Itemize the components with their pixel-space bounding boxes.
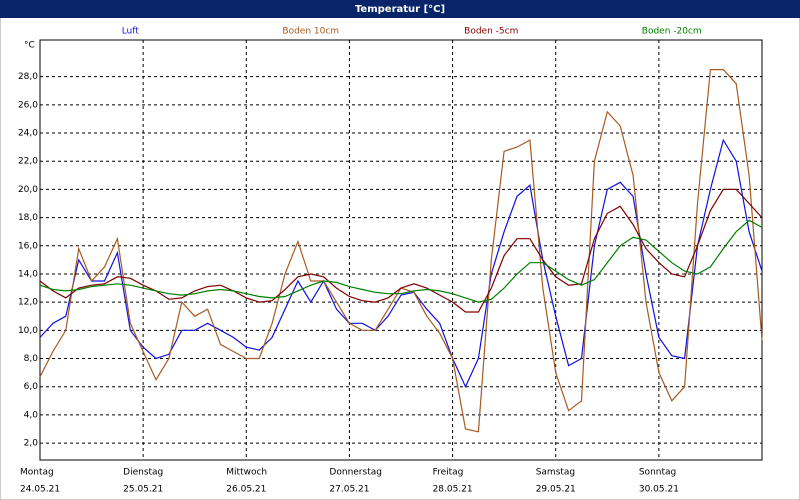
x-tick-label: Freitag	[433, 468, 464, 478]
legend-entry: Boden -20cm	[642, 27, 702, 37]
y-tick-label: 2,0	[24, 439, 39, 449]
x-tick-label: Sonntag	[639, 468, 676, 478]
x-tick-date: 25.05.21	[123, 485, 163, 495]
x-tick-date: 27.05.21	[329, 485, 369, 495]
y-tick-label: 26,0	[18, 100, 38, 110]
series-line	[39, 188, 763, 313]
y-tick-label: 28,0	[18, 72, 38, 82]
y-tick-label: 22,0	[18, 157, 38, 167]
y-tick-label: 12,0	[18, 298, 38, 308]
x-tick-date: 30.05.21	[639, 485, 679, 495]
legend-entry: Boden -5cm	[464, 27, 518, 37]
series-line	[39, 219, 763, 303]
y-unit: °C	[24, 41, 35, 51]
y-tick-label: 18,0	[18, 213, 38, 223]
y-tick-label: 14,0	[18, 269, 38, 279]
x-tick-label: Mittwoch	[226, 468, 267, 478]
y-tick-label: 6,0	[24, 382, 39, 392]
x-tick-date: 24.05.21	[20, 485, 60, 495]
x-tick-date: 26.05.21	[226, 485, 266, 495]
y-tick-label: 24,0	[18, 129, 38, 139]
x-tick-date: 29.05.21	[536, 485, 576, 495]
y-tick-label: 4,0	[24, 410, 39, 420]
x-tick-label: Donnerstag	[329, 468, 382, 478]
legend-entry: Boden 10cm	[282, 27, 339, 37]
y-tick-label: 16,0	[18, 241, 38, 251]
y-tick-label: 8,0	[24, 354, 39, 364]
chart-title: Temperatur [°C]	[355, 4, 445, 15]
series-line	[39, 138, 763, 389]
title-bar	[0, 0, 800, 18]
legend-entry: Luft	[122, 27, 140, 37]
x-tick-label: Montag	[20, 468, 54, 478]
x-tick-label: Samstag	[536, 468, 575, 478]
y-tick-label: 20,0	[18, 185, 38, 195]
x-tick-label: Dienstag	[123, 468, 163, 478]
plot-area	[39, 39, 763, 461]
y-tick-label: 10,0	[18, 326, 38, 336]
x-tick-date: 28.05.21	[433, 485, 473, 495]
